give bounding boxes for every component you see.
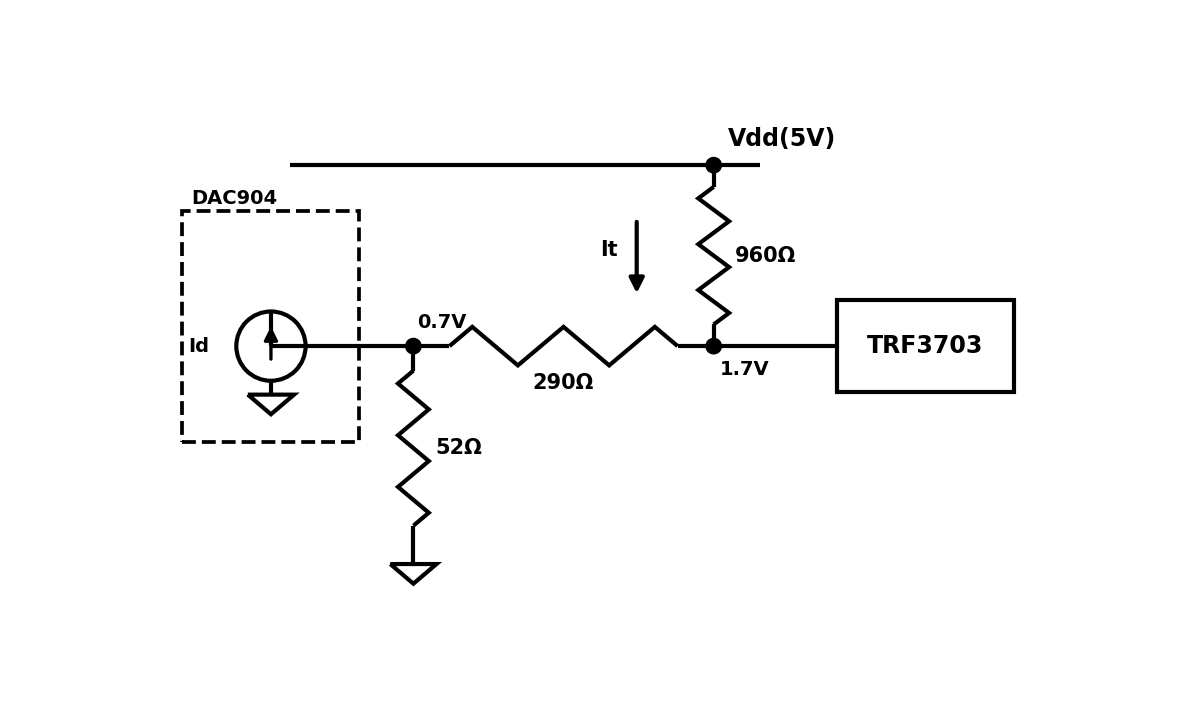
Circle shape: [405, 339, 421, 354]
Text: DAC904: DAC904: [191, 188, 278, 207]
Text: 960Ω: 960Ω: [735, 245, 797, 266]
Bar: [182, 212, 359, 443]
Text: TRF3703: TRF3703: [867, 334, 983, 358]
Circle shape: [706, 339, 722, 354]
Text: It: It: [599, 240, 617, 260]
Text: Id: Id: [189, 336, 209, 356]
Circle shape: [706, 157, 722, 173]
Bar: [837, 300, 1014, 392]
Text: 1.7V: 1.7V: [719, 360, 769, 379]
Text: 290Ω: 290Ω: [533, 373, 594, 393]
Text: 52Ω: 52Ω: [435, 438, 482, 458]
Text: Vdd(5V): Vdd(5V): [728, 127, 836, 152]
Text: 0.7V: 0.7V: [417, 313, 466, 332]
